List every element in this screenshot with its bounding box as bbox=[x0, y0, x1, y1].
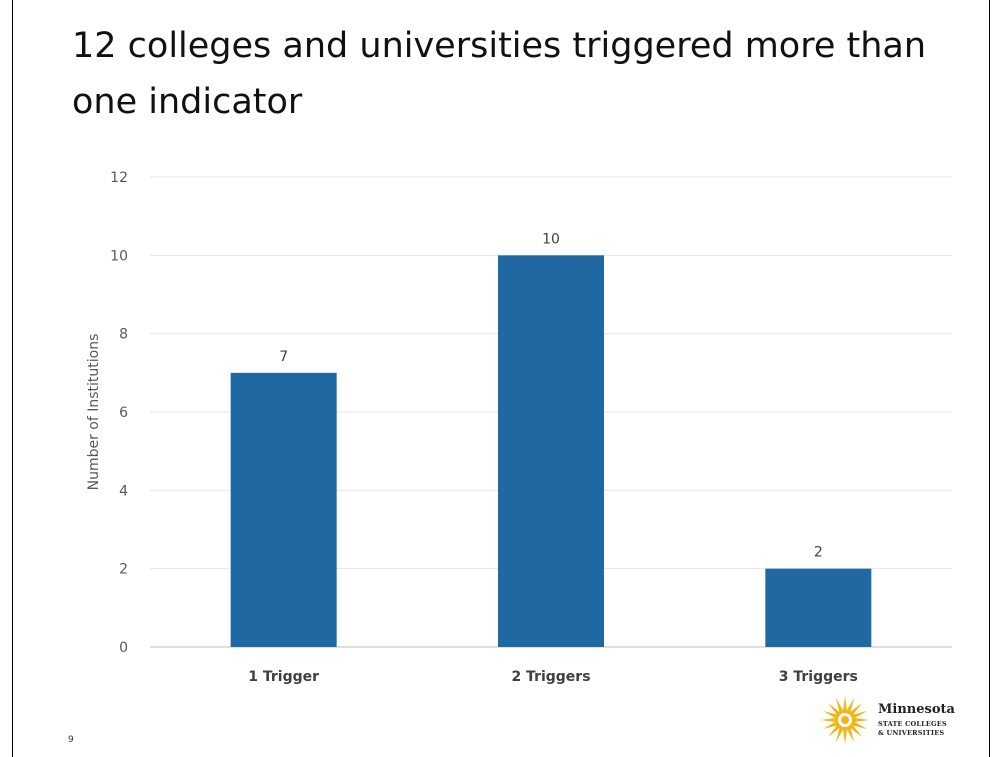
y-tick-label: 2 bbox=[119, 562, 128, 578]
data-label: 7 bbox=[279, 349, 288, 365]
logo-name: Minnesota bbox=[878, 702, 955, 717]
logo-subline-2: & UNIVERSITIES bbox=[878, 729, 945, 737]
slide-title: 12 colleges and universities triggered m… bbox=[72, 26, 927, 122]
slide-border-right bbox=[989, 0, 990, 757]
data-label: 10 bbox=[542, 231, 560, 247]
x-tick-label: 1 Trigger bbox=[248, 669, 319, 685]
bar bbox=[230, 372, 337, 647]
y-tick-label: 4 bbox=[119, 483, 128, 499]
data-label: 2 bbox=[814, 545, 823, 561]
logo-subline-1: STATE COLLEGES bbox=[878, 720, 947, 728]
y-tick-label: 6 bbox=[119, 405, 128, 421]
star-burst-core bbox=[841, 716, 849, 724]
slide-border-left bbox=[12, 0, 13, 757]
y-axis-title: Number of Institutions bbox=[86, 334, 102, 491]
page-number: 9 bbox=[68, 735, 74, 745]
y-tick-label: 10 bbox=[110, 248, 128, 264]
y-tick-label: 8 bbox=[119, 327, 128, 343]
x-tick-label: 2 Triggers bbox=[511, 669, 590, 685]
bar bbox=[765, 568, 872, 647]
y-tick-label: 12 bbox=[110, 170, 128, 186]
minnesota-state-logo: Minnesota STATE COLLEGES & UNIVERSITIES bbox=[818, 694, 978, 746]
y-tick-label: 0 bbox=[119, 640, 128, 656]
x-tick-label: 3 Triggers bbox=[779, 669, 858, 685]
bar bbox=[498, 255, 604, 648]
star-burst-icon bbox=[821, 696, 869, 744]
